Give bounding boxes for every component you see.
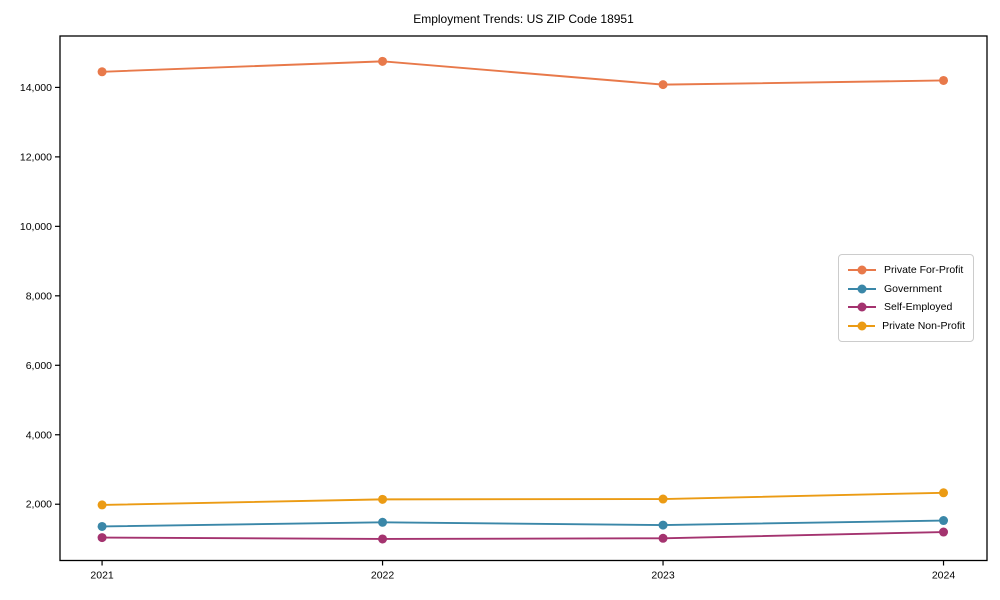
data-point-marker [378, 494, 388, 504]
x-tick-label: 2021 [90, 570, 114, 582]
legend-marker-icon [848, 284, 876, 294]
chart-title: Employment Trends: US ZIP Code 18951 [413, 12, 634, 26]
y-tick-label: 10,000 [20, 221, 52, 233]
x-tick-label: 2022 [371, 570, 395, 582]
legend: Private For-Profit Government Self-Employe… [838, 254, 974, 342]
data-point-marker [97, 533, 107, 543]
legend-item-label: Government [884, 282, 942, 295]
legend-marker-icon [848, 265, 876, 275]
data-point-marker [939, 527, 949, 537]
x-tick-label: 2023 [651, 570, 675, 582]
data-point-marker [378, 534, 388, 544]
legend-marker-icon [848, 302, 876, 312]
data-point-marker [658, 520, 668, 530]
data-point-marker [658, 80, 668, 90]
data-point-marker [97, 500, 107, 510]
y-tick-label: 12,000 [20, 151, 52, 163]
legend-item-label: Private Non-Profit [882, 319, 965, 332]
y-tick-label: 2,000 [26, 499, 52, 511]
axes-frame [59, 35, 988, 562]
data-point-marker [939, 516, 949, 526]
legend-item: Private For-Profit [847, 261, 965, 280]
legend-item: Self-Employed [847, 298, 965, 317]
series-line-private-non-profit [101, 491, 945, 506]
data-point-marker [939, 75, 949, 85]
series-line-self-employed [101, 531, 945, 540]
legend-marker-icon [848, 321, 876, 331]
data-point-marker [97, 67, 107, 77]
data-point-marker [658, 533, 668, 543]
data-point-marker [939, 488, 949, 498]
y-tick-label: 4,000 [26, 429, 52, 441]
data-point-marker [97, 521, 107, 531]
data-point-marker [658, 494, 668, 504]
x-tick-label: 2024 [932, 570, 956, 582]
legend-item: Government [847, 280, 965, 299]
series-line-government [101, 519, 945, 528]
legend-item-label: Private For-Profit [884, 264, 964, 277]
y-tick-label: 6,000 [26, 360, 52, 372]
legend-item-label: Self-Employed [884, 301, 953, 314]
legend-item: Private Non-Profit [847, 317, 965, 336]
y-tick-label: 8,000 [26, 290, 52, 302]
series-line-private-for-profit [101, 60, 945, 86]
data-point-marker [378, 517, 388, 527]
y-tick-label: 14,000 [20, 82, 52, 94]
data-point-marker [378, 56, 388, 66]
